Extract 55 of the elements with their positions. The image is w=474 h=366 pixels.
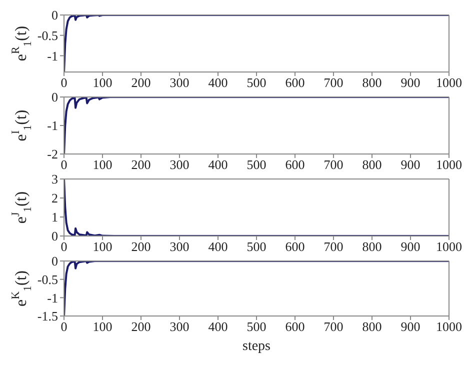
y-tick-label: 0: [52, 228, 58, 244]
x-tick-label: 300: [170, 319, 190, 334]
x-tick-label: 800: [362, 75, 382, 90]
y-tick-label: 3: [52, 172, 58, 187]
x-tick-label: 800: [362, 319, 382, 334]
x-tick-label: 100: [92, 239, 112, 254]
y-tick-label: 0: [52, 90, 58, 105]
x-tick-label: 800: [362, 239, 382, 254]
x-tick-label: 900: [400, 239, 420, 254]
x-tick-label: 1000: [436, 75, 462, 90]
x-tick-label: 300: [170, 75, 190, 90]
x-tick-label: 700: [324, 75, 344, 90]
x-tick-label: 1000: [436, 319, 462, 334]
x-tick-label: 900: [400, 157, 420, 172]
x-tick-label: 400: [208, 75, 228, 90]
x-tick-label: 200: [131, 157, 151, 172]
x-tick-label: 600: [285, 157, 305, 172]
x-tick-label: 600: [285, 75, 305, 90]
x-tick-label: 1000: [436, 157, 462, 172]
y-tick-label: -1: [47, 118, 58, 134]
x-tick-label: 100: [92, 75, 112, 90]
y-tick-label: 0: [52, 254, 58, 269]
y-tick-label: 2: [52, 190, 58, 206]
x-tick-label: 200: [131, 239, 151, 254]
x-tick-label: 500: [246, 319, 266, 334]
x-tick-label: 400: [208, 157, 228, 172]
x-tick-label: 1000: [436, 239, 462, 254]
x-tick-label: 100: [92, 157, 112, 172]
y-tick-label: -1: [47, 48, 58, 64]
y-tick-label: 0: [52, 8, 58, 23]
x-tick-label: 100: [92, 319, 112, 334]
x-axis-title: steps: [242, 339, 270, 354]
x-tick-label: 700: [324, 239, 344, 254]
x-tick-label: 300: [170, 157, 190, 172]
x-tick-label: 400: [208, 239, 228, 254]
x-tick-label: 500: [246, 75, 266, 90]
y-tick-label: -1: [47, 290, 58, 306]
y-tick-label: -2: [47, 146, 58, 162]
y-tick-label: -0.5: [37, 272, 58, 287]
x-tick-label: 900: [400, 319, 420, 334]
x-tick-label: 600: [285, 239, 305, 254]
y-tick-label: 1: [52, 210, 58, 225]
x-tick-label: 500: [246, 239, 266, 254]
x-tick-label: 900: [400, 75, 420, 90]
x-tick-label: 500: [246, 157, 266, 172]
x-tick-label: 700: [324, 157, 344, 172]
y-tick-label: -0.5: [37, 28, 58, 43]
x-tick-label: 800: [362, 157, 382, 172]
y-tick-label: -1.5: [37, 308, 58, 324]
x-tick-label: 200: [131, 75, 151, 90]
x-tick-label: 400: [208, 319, 228, 334]
x-tick-label: 700: [324, 319, 344, 334]
x-tick-label: 300: [170, 239, 190, 254]
x-tick-label: 200: [131, 319, 151, 334]
x-tick-label: 600: [285, 319, 305, 334]
